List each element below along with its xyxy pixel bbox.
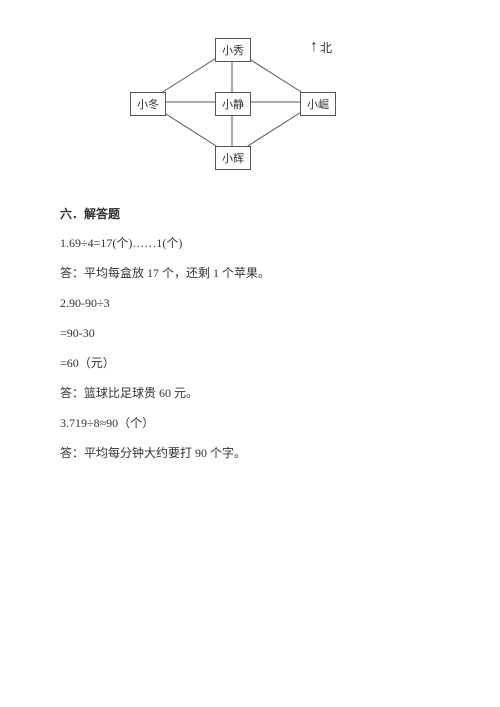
node-bottom: 小辉 — [215, 146, 251, 170]
answer-line: =90-30 — [60, 324, 440, 342]
north-label: 北 — [320, 39, 332, 56]
answer-line: 答：平均每分钟大约要打 90 个字。 — [60, 444, 440, 462]
page: 小秀 小冬 小静 小崛 小辉 ↑ 北 六．解答题 1.69÷4=17(个)……1… — [0, 0, 500, 494]
answer-line: =60（元） — [60, 354, 440, 372]
node-left: 小冬 — [130, 92, 166, 116]
node-top: 小秀 — [215, 38, 251, 62]
answer-line: 3.719÷8≈90（个） — [60, 414, 440, 432]
relationship-diagram: 小秀 小冬 小静 小崛 小辉 ↑ 北 — [125, 30, 345, 180]
answer-line: 答：篮球比足球贵 60 元。 — [60, 384, 440, 402]
answer-line: 2.90-90÷3 — [60, 294, 440, 312]
answer-line: 1.69÷4=17(个)……1(个) — [60, 234, 440, 252]
north-arrow-icon: ↑ — [310, 38, 318, 56]
section-title: 六．解答题 — [60, 205, 440, 222]
answer-line: 答：平均每盒放 17 个，还剩 1 个苹果。 — [60, 264, 440, 282]
node-right: 小崛 — [300, 92, 336, 116]
north-indicator: ↑ 北 — [310, 38, 332, 56]
node-center: 小静 — [215, 92, 251, 116]
